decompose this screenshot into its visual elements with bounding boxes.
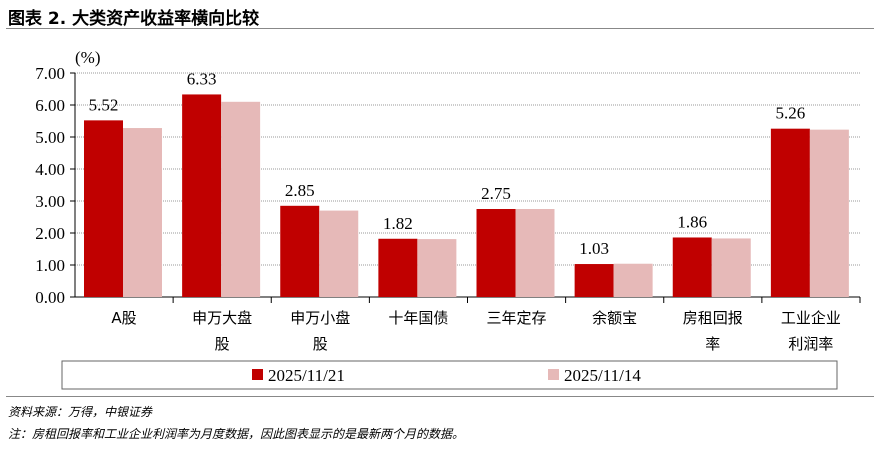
y-tick-label: 1.00	[35, 256, 65, 275]
bar-prev	[711, 238, 751, 297]
x-tick-label: 十年国债	[388, 309, 448, 327]
x-tick-label: 率	[705, 335, 720, 353]
data-label: 6.33	[187, 69, 217, 88]
bar-curr	[476, 209, 516, 297]
bar-curr	[574, 264, 614, 297]
x-tick-label: 利润率	[788, 335, 833, 353]
bar-chart: 0.00 1.00 2.00 3.00 4.00 5.00 6.00 7.00 (%) A股 5.5…	[35, 48, 861, 390]
data-label: 1.82	[383, 214, 413, 233]
legend-swatch	[252, 369, 263, 380]
y-tick-label: 7.00	[35, 64, 65, 83]
bar-curr	[672, 237, 712, 297]
bar-prev	[417, 239, 457, 297]
data-label: 2.75	[481, 184, 511, 203]
bar-prev	[319, 210, 359, 297]
bar-curr	[280, 205, 320, 297]
figure-title: 图表 2. 大类资产收益率横向比较	[8, 9, 260, 29]
legend-label: 2025/11/21	[268, 366, 345, 385]
bar-prev	[515, 209, 555, 297]
y-tick-label: 3.00	[35, 192, 65, 211]
legend-label: 2025/11/14	[564, 366, 641, 385]
footer-rule	[6, 396, 874, 397]
x-tick-label: 股	[215, 335, 230, 353]
data-label: 5.26	[776, 104, 806, 123]
title-rule	[6, 28, 874, 29]
bar-prev	[123, 128, 162, 297]
bar-prev	[809, 129, 849, 297]
legend-box	[61, 360, 838, 390]
bar-curr	[378, 238, 418, 297]
data-label: 1.03	[579, 239, 609, 258]
x-tick-label: 房租回报	[683, 309, 743, 327]
y-tick-label: 0.00	[35, 288, 65, 307]
bar-curr	[182, 94, 222, 297]
footnote: 注：房租回报率和工业企业利润率为月度数据，因此图表显示的是最新两个月的数据。	[8, 427, 465, 441]
y-tick-label: 5.00	[35, 128, 65, 147]
x-tick-label: 余额宝	[592, 309, 637, 327]
x-tick-label: 申万小盘	[290, 309, 350, 327]
source-note: 资料来源：万得，中银证券	[8, 405, 153, 419]
legend-swatch	[548, 369, 559, 380]
y-tick-label: 2.00	[35, 224, 65, 243]
bar-curr	[84, 120, 123, 297]
x-tick-label: 三年定存	[487, 309, 547, 327]
x-tick-label: 工业企业	[781, 309, 841, 327]
data-label: 1.86	[677, 212, 707, 231]
data-label: 2.85	[285, 181, 315, 200]
y-tick-label: 6.00	[35, 96, 65, 115]
data-label: 5.52	[89, 95, 119, 114]
bar-prev	[221, 101, 261, 297]
bar-curr	[770, 128, 810, 297]
x-tick-label: 申万大盘	[192, 309, 252, 327]
x-tick-label: A股	[111, 309, 136, 327]
y-tick-label: 4.00	[35, 160, 65, 179]
x-tick-label: 股	[313, 335, 328, 353]
bar-prev	[613, 263, 653, 297]
y-axis-unit: (%)	[75, 48, 100, 67]
